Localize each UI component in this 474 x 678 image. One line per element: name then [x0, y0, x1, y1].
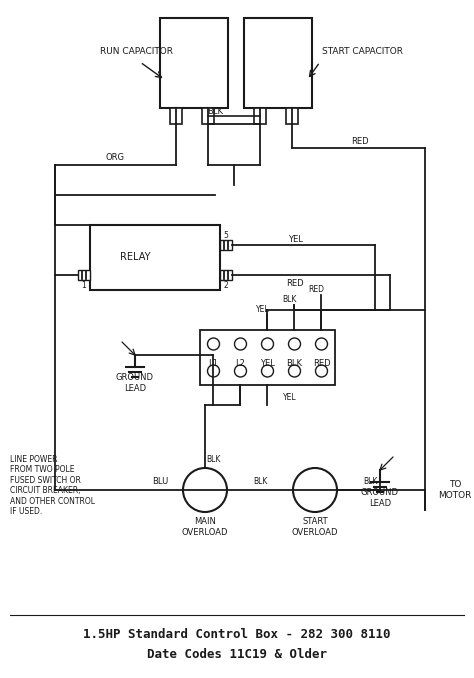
Text: MAIN
OVERLOAD: MAIN OVERLOAD [182, 517, 228, 537]
Text: START CAPACITOR: START CAPACITOR [322, 47, 403, 56]
Text: 1: 1 [82, 281, 86, 290]
Bar [244, 18, 312, 108]
Text: LINE POWER
FROM TWO POLE
FUSED SWITCH OR
CIRCUIT BREAKER,
AND OTHER CONTROL
IF U: LINE POWER FROM TWO POLE FUSED SWITCH OR… [10, 455, 95, 516]
Bar [78, 270, 90, 280]
Text: 1.5HP Standard Control Box - 282 300 8110: 1.5HP Standard Control Box - 282 300 811… [83, 629, 391, 641]
Text: Date Codes 11C19 & Older: Date Codes 11C19 & Older [147, 648, 327, 662]
Text: BLK: BLK [253, 477, 267, 487]
Text: GROUND
LEAD: GROUND LEAD [361, 488, 399, 508]
Text: TO
MOTOR: TO MOTOR [438, 480, 472, 500]
Text: BLK: BLK [286, 359, 302, 367]
Text: BLK: BLK [207, 106, 223, 115]
Bar [170, 108, 182, 124]
Bar [254, 108, 266, 124]
Bar [90, 225, 220, 290]
Text: RED: RED [286, 279, 304, 287]
Text: BLK: BLK [363, 477, 377, 487]
Text: YEL: YEL [283, 393, 296, 401]
Text: RELAY: RELAY [120, 252, 150, 262]
Text: BLK: BLK [206, 456, 220, 464]
Text: RED: RED [351, 136, 369, 146]
Text: YEL: YEL [260, 359, 275, 367]
Text: YEL: YEL [288, 235, 302, 245]
Bar [286, 108, 298, 124]
Bar [160, 18, 228, 108]
Text: RED: RED [309, 285, 325, 294]
Text: BLK: BLK [283, 296, 297, 304]
Text: ORG: ORG [106, 153, 125, 163]
Bar [220, 240, 232, 250]
Text: L1: L1 [209, 359, 219, 367]
Bar [220, 270, 232, 280]
Text: GROUND
LEAD: GROUND LEAD [116, 374, 154, 393]
Text: YEL: YEL [255, 306, 269, 315]
Text: L2: L2 [236, 359, 246, 367]
Text: START
OVERLOAD: START OVERLOAD [292, 517, 338, 537]
Text: BLU: BLU [152, 477, 168, 487]
Text: 2: 2 [224, 281, 228, 290]
Bar [200, 330, 335, 385]
Text: RED: RED [313, 359, 330, 367]
Text: 5: 5 [224, 231, 228, 239]
Bar [202, 108, 214, 124]
Text: RUN CAPACITOR: RUN CAPACITOR [100, 47, 173, 56]
